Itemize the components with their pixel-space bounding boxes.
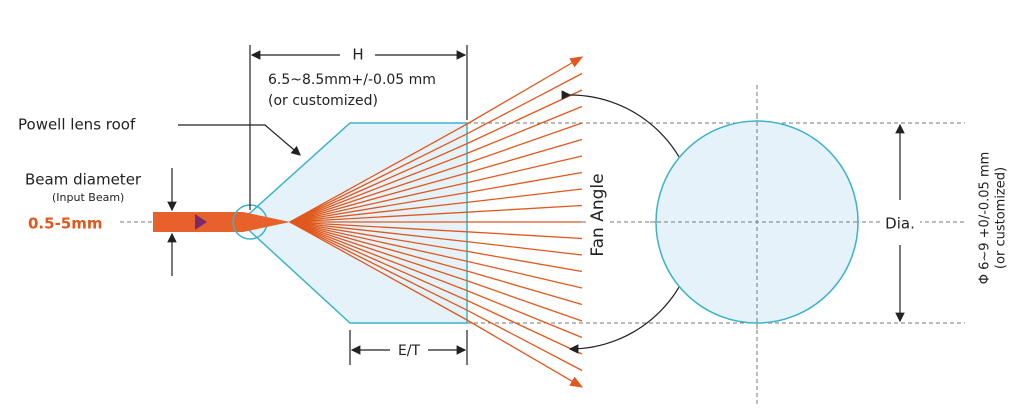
beam-sub: (Input Beam)	[52, 191, 124, 204]
ray	[289, 221, 583, 240]
ray	[289, 221, 583, 273]
ray	[289, 138, 583, 223]
ray	[289, 155, 583, 223]
ray	[289, 171, 583, 223]
dia-label: Dia.	[885, 215, 915, 233]
ray	[289, 221, 583, 355]
beam-size: 0.5-5mm	[28, 215, 103, 233]
ray	[289, 221, 583, 372]
ray	[289, 72, 583, 223]
lens	[238, 122, 468, 324]
fan-angle-label: Fan Angle	[588, 173, 608, 256]
h-note: (or customized)	[268, 93, 378, 109]
ray	[289, 188, 583, 223]
ray	[289, 89, 583, 223]
beam-arrow	[195, 214, 207, 230]
ray	[289, 56, 584, 223]
dia-bg	[880, 212, 920, 234]
ray	[289, 204, 583, 223]
dia-size: Φ 6~9 +0/-0.05 mm	[978, 152, 993, 285]
ray	[289, 221, 583, 289]
et-label: E/T	[398, 343, 421, 359]
beam-focus	[243, 212, 290, 232]
h-label: H	[352, 46, 363, 64]
beam-title: Beam diameter	[25, 171, 142, 189]
ray	[289, 221, 583, 339]
fan-label-bg	[587, 160, 607, 270]
ray	[289, 221, 583, 256]
dia-note: (or customized)	[994, 167, 1009, 269]
h-size: 6.5~8.5mm+/-0.05 mm	[268, 72, 436, 88]
ray	[289, 105, 583, 223]
ray	[289, 221, 583, 322]
roof-label: Powell lens roof	[18, 116, 136, 134]
ray	[289, 122, 583, 223]
ray	[289, 221, 583, 306]
ray	[289, 221, 584, 388]
fan-rays	[243, 56, 584, 388]
